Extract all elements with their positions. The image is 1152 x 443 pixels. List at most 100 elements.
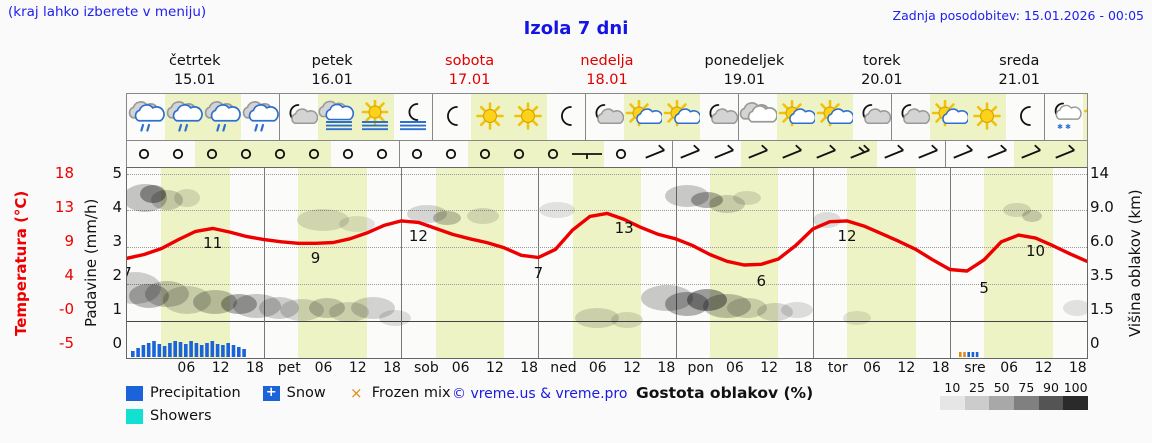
icon-day-slot-0 xyxy=(127,94,280,140)
legend-showers-label: Showers xyxy=(150,408,212,424)
icon-day-slot-1 xyxy=(280,94,433,140)
svg-text:✱: ✱ xyxy=(1065,123,1071,131)
day-header-2: sobota 17.01 xyxy=(401,52,538,92)
icon-day-slot-6: ✱✱ ✱✱ xyxy=(1045,94,1087,140)
day-header-0: četrtek 15.01 xyxy=(126,52,263,92)
sun-cloud-icon xyxy=(777,94,815,140)
svg-text:✱: ✱ xyxy=(1057,123,1063,131)
day-date: 20.01 xyxy=(861,72,903,88)
cloud-density-numbers: 10 25 50 75 90 100 xyxy=(940,380,1088,396)
x-axis-label-11: ned xyxy=(550,360,577,376)
legend-snow: Snow xyxy=(262,385,326,401)
sun-cloud-snow-icon: ✱✱ xyxy=(1083,94,1087,140)
wind-barb-icon xyxy=(1082,141,1087,167)
temperature-point-label: 5 xyxy=(979,279,989,298)
x-axis-label-19: tor xyxy=(827,360,848,376)
x-axis-label-7: sob xyxy=(413,360,439,376)
ctick-3: 3.5 xyxy=(1090,266,1114,284)
x-axis-labels: 06 12 18 pet 06 12 18 sob 06 12 18 ned 06 12 18 pon 06 12… xyxy=(126,360,1088,382)
cloud-density-value-1: 25 xyxy=(969,380,985,395)
cloud-density-swatch-4 xyxy=(1038,396,1064,410)
moon-cloud-snow-icon: ✱ ✱ xyxy=(1045,94,1083,140)
temperature-axis-title: Temperatura (°C) xyxy=(12,190,30,336)
x-axis-label-4: 06 xyxy=(314,360,333,376)
day-header-5: torek 20.01 xyxy=(813,52,950,92)
icon-day-slot-5 xyxy=(892,94,1045,140)
legend: Precipitation Snow × Frozen mix Showers xyxy=(126,384,1146,440)
wind-barb-icon xyxy=(604,141,638,167)
wind-day-slot-2 xyxy=(673,141,946,167)
wind-barb-icon xyxy=(673,141,707,167)
frozen-mix-swatch-icon: × xyxy=(349,384,363,402)
temperature-point-label: 7 xyxy=(533,264,544,283)
daylight-band xyxy=(984,168,1053,358)
wind-barb-icon xyxy=(161,141,195,167)
day-name: sobota xyxy=(445,53,495,69)
wind-barb-icon xyxy=(434,141,468,167)
day-name: sreda xyxy=(999,53,1040,69)
day-date: 17.01 xyxy=(448,72,491,88)
day-name: torek xyxy=(863,53,901,69)
legend-frozen-mix: × Frozen mix xyxy=(348,384,451,402)
cloud-density-swatch-2 xyxy=(989,396,1015,410)
wind-barb-icon xyxy=(809,141,843,167)
x-axis-label-16: 06 xyxy=(725,360,744,376)
ctick-5: 0 xyxy=(1090,334,1100,352)
wind-barb-icon xyxy=(775,141,809,167)
x-axis-label-13: 12 xyxy=(623,360,641,376)
day-date: 19.01 xyxy=(723,72,766,88)
x-axis-label-22: 18 xyxy=(931,360,950,376)
legend-snow-label: Snow xyxy=(286,385,326,401)
temperature-point-label: 7 xyxy=(127,264,132,282)
ptick-0: 5 xyxy=(112,164,122,182)
icon-day-slot-2 xyxy=(433,94,586,140)
x-axis-label-23: sre xyxy=(964,360,986,376)
x-axis-label-6: 18 xyxy=(383,360,401,376)
wind-barb-icon xyxy=(741,141,775,167)
cloud-density-swatch-0 xyxy=(940,396,965,410)
daylight-band xyxy=(847,168,916,358)
legend-showers: Showers xyxy=(126,408,212,424)
cloud-density-swatch-5 xyxy=(1063,396,1089,410)
ctick-2: 6.0 xyxy=(1090,232,1114,250)
ttick-1: 13 xyxy=(54,198,74,216)
daylight-band xyxy=(298,168,367,358)
sun-icon xyxy=(509,94,547,140)
wind-barb-icon xyxy=(638,141,672,167)
precipitation-axis-ticks: 5 4 3 2 1 0 xyxy=(100,160,122,365)
credit-link[interactable]: © vreme.us & vreme.pro xyxy=(452,386,628,402)
x-axis-label-5: 12 xyxy=(348,360,367,376)
cloud-rain-icon xyxy=(241,94,279,140)
icon-day-slot-3 xyxy=(586,94,739,140)
x-axis-label-0: 06 xyxy=(177,360,196,376)
ctick-4: 1.5 xyxy=(1090,300,1114,318)
wind-day-slot-1 xyxy=(400,141,673,167)
wind-barb-icon xyxy=(468,141,502,167)
horizontal-gridline xyxy=(127,173,1087,175)
temperature-curve xyxy=(127,211,1087,273)
wind-barb-icon xyxy=(946,141,980,167)
day-date: 16.01 xyxy=(311,72,353,88)
wind-barb-icon xyxy=(980,141,1014,167)
x-axis-label-15: pon xyxy=(687,360,714,376)
ptick-2: 3 xyxy=(112,232,122,250)
ptick-3: 2 xyxy=(112,266,122,284)
x-axis-label-2: 18 xyxy=(245,360,264,376)
sun-cloud-icon xyxy=(930,94,968,140)
wind-barb-icon xyxy=(127,141,161,167)
menu-hint-text: (kraj lahko izberete v meniju) xyxy=(8,4,207,20)
ttick-0: 18 xyxy=(54,164,74,182)
moon-icon xyxy=(547,94,585,140)
moon-cloud-icon xyxy=(280,94,318,140)
x-axis-label-10: 18 xyxy=(520,360,539,376)
day-separator-line xyxy=(401,168,403,358)
day-separator-line xyxy=(264,168,266,358)
legend-row-2: Showers xyxy=(126,408,234,424)
wind-barb-icon xyxy=(536,141,570,167)
legend-precipitation: Precipitation xyxy=(126,385,241,401)
x-axis-label-12: 06 xyxy=(588,360,607,376)
x-axis-label-14: 18 xyxy=(657,360,676,376)
horizontal-gridline xyxy=(127,284,1087,286)
x-axis-label-24: 06 xyxy=(1000,360,1019,376)
wind-barb-icon xyxy=(707,141,741,167)
